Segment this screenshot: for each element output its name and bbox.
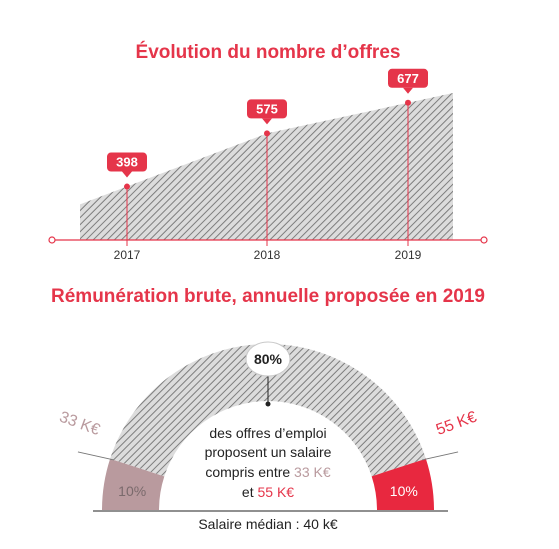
- value-badge-2017: [107, 152, 147, 172]
- value-badge-2019: [388, 68, 428, 88]
- segment-middle: [110, 344, 426, 477]
- value-badge-pointer-2019: [403, 87, 413, 94]
- donut-center-text: des offres d’emploi proposent un salaire…: [205, 425, 332, 500]
- median-salary-label: Salaire médian : 40 k€: [198, 516, 338, 532]
- center-line-1: des offres d’emploi: [209, 425, 326, 441]
- x-tick-2018: 2018: [254, 248, 281, 262]
- middle-label-bubble: [245, 341, 291, 377]
- data-point-2017: [124, 183, 130, 190]
- center-line-4-prefix: et: [242, 484, 258, 500]
- area-chart-title: Évolution du nombre d’offres: [136, 41, 401, 63]
- value-label-2019: 677: [397, 71, 419, 86]
- data-point-2019: [405, 99, 411, 106]
- axis-start-dot: [48, 236, 56, 244]
- center-line-3: compris entre 33 K€: [205, 464, 331, 480]
- segment-high-label: 10%: [390, 483, 418, 499]
- segment-low: [102, 458, 165, 510]
- value-badge-2018: [247, 99, 287, 119]
- segment-low-label: 10%: [118, 483, 146, 499]
- boundary-high-leader: [421, 451, 459, 461]
- center-line-2: proposent un salaire: [205, 444, 332, 460]
- value-label-2018: 575: [256, 101, 278, 116]
- x-tick-2019: 2019: [395, 248, 422, 262]
- middle-label-dot: [265, 401, 271, 407]
- segment-high: [371, 458, 434, 510]
- center-high-value: 55 K€: [257, 484, 294, 500]
- donut-chart-title: Rémunération brute, annuelle proposée en…: [51, 286, 485, 307]
- x-tick-2017: 2017: [114, 248, 141, 262]
- center-line-3-prefix: compris entre: [205, 464, 294, 480]
- boundary-low-label: 33 K€: [57, 409, 102, 439]
- value-badge-pointer-2018: [262, 118, 272, 125]
- data-point-2018: [264, 130, 270, 137]
- value-badge-pointer-2017: [122, 171, 132, 178]
- axis-end-dot: [480, 236, 488, 244]
- center-line-4: et 55 K€: [242, 484, 294, 500]
- boundary-high-label: 55 K€: [434, 409, 479, 439]
- center-low-value: 33 K€: [294, 464, 331, 480]
- segment-middle-label: 80%: [254, 351, 283, 367]
- value-label-2017: 398: [116, 155, 138, 170]
- boundary-low-leader: [77, 451, 115, 461]
